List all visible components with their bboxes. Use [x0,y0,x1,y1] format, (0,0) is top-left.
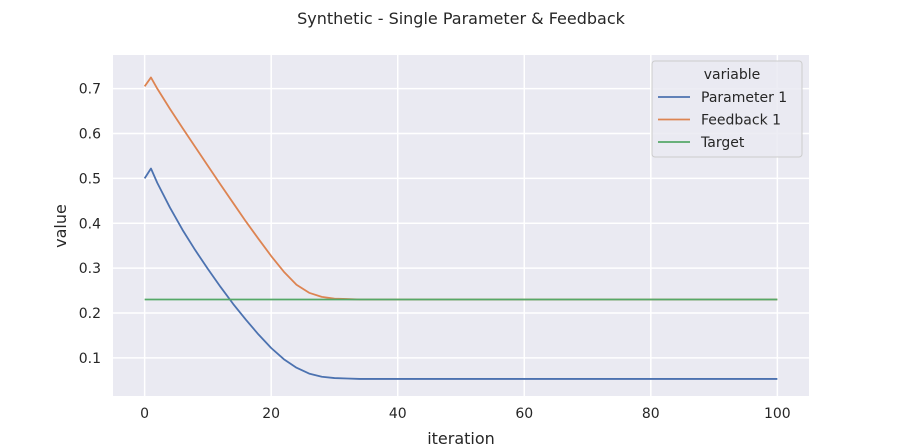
y-tick-label: 0.4 [79,216,101,232]
legend: variable Parameter 1 Feedback 1 Target [651,60,803,158]
grid-lines [113,55,809,396]
x-tick-labels: 0 20 40 60 80 100 [140,406,791,422]
series-lines [143,76,778,380]
x-axis-label: iteration [427,429,495,446]
x-tick-label: 40 [389,406,407,422]
y-tick-label: 0.2 [79,306,101,322]
y-tick-label: 0.3 [79,261,101,277]
x-tick-label: 80 [642,406,660,422]
y-axis-label: value [51,204,70,248]
y-tick-label: 0.5 [79,171,101,187]
x-tick-label: 100 [764,406,791,422]
y-tick-label: 0.1 [79,351,101,367]
x-tick-label: 20 [262,406,280,422]
x-tick-label: 60 [515,406,533,422]
legend-title: variable [704,67,760,83]
y-tick-label: 0.6 [79,127,101,143]
chart-title: Synthetic - Single Parameter & Feedback [297,9,626,28]
y-tick-labels: 0.1 0.2 0.3 0.4 0.5 0.6 0.7 [79,82,101,367]
legend-label-parameter-1: Parameter 1 [701,90,787,106]
legend-items: Parameter 1 Feedback 1 Target [658,90,787,151]
y-tick-label: 0.7 [79,82,101,98]
x-tick-label: 0 [140,406,149,422]
legend-box [651,60,803,158]
legend-label-target: Target [700,135,745,151]
legend-label-feedback-1: Feedback 1 [701,113,781,129]
series-line-parameter-1 [143,167,778,380]
